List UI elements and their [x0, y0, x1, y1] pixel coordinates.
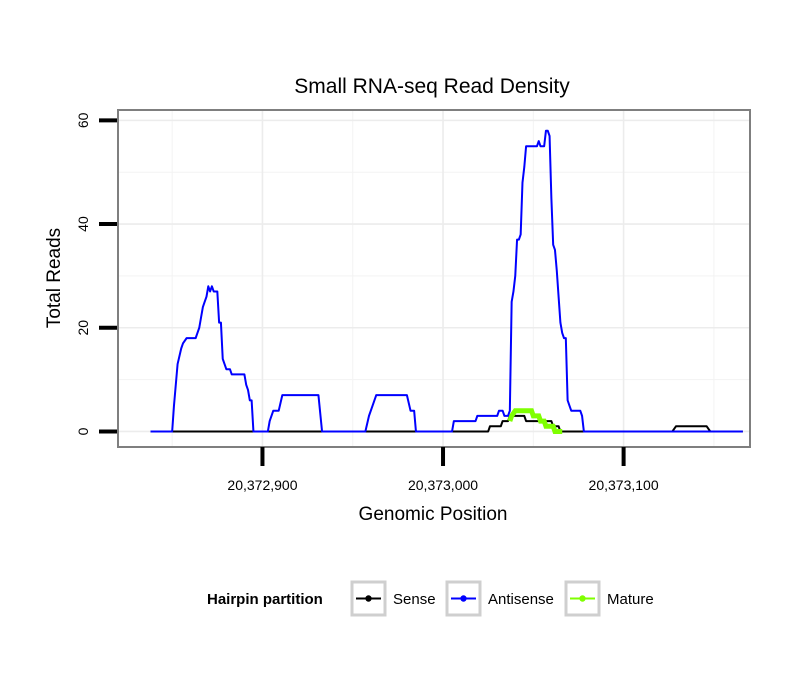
- y-axis-title: Total Reads: [44, 228, 65, 328]
- legend-key-dot: [579, 595, 586, 602]
- x-tick-label: 20,373,100: [589, 477, 659, 493]
- x-tick-label: 20,372,900: [227, 477, 297, 493]
- x-tick-label: 20,373,000: [408, 477, 478, 493]
- series-line-mature: [507, 408, 563, 434]
- plot-panel: [118, 110, 750, 447]
- legend-key-dot: [460, 595, 467, 602]
- legend-label: Sense: [393, 591, 436, 608]
- legend-label: Antisense: [488, 591, 554, 608]
- y-axis: 0 20 40 60: [75, 112, 117, 435]
- y-tick-label: 0: [75, 427, 91, 435]
- y-tick-label: 60: [75, 112, 91, 128]
- legend: Hairpin partition Sense Antisense Mature: [207, 580, 654, 617]
- minor-gridlines-y: [118, 171, 750, 381]
- minor-gridlines-x: [171, 110, 715, 447]
- series-layer: [150, 129, 743, 434]
- legend-key-dot: [365, 595, 372, 602]
- legend-keys: Sense Antisense Mature: [350, 580, 654, 617]
- legend-label: Mature: [607, 591, 654, 608]
- major-gridlines-x: [261, 110, 625, 447]
- y-tick-label: 40: [75, 216, 91, 232]
- chart-title: Small RNA-seq Read Density: [294, 75, 570, 98]
- series-line-antisense: [150, 129, 743, 433]
- legend-item-sense: Sense: [350, 580, 436, 617]
- legend-item-antisense: Antisense: [445, 580, 554, 617]
- legend-item-mature: Mature: [564, 580, 654, 617]
- legend-title: Hairpin partition: [207, 591, 323, 608]
- y-tick-label: 20: [75, 320, 91, 336]
- x-axis-title: Genomic Position: [359, 504, 508, 525]
- x-axis: 20,372,900 20,373,000 20,373,100: [227, 447, 659, 493]
- plot-border: [117, 109, 751, 448]
